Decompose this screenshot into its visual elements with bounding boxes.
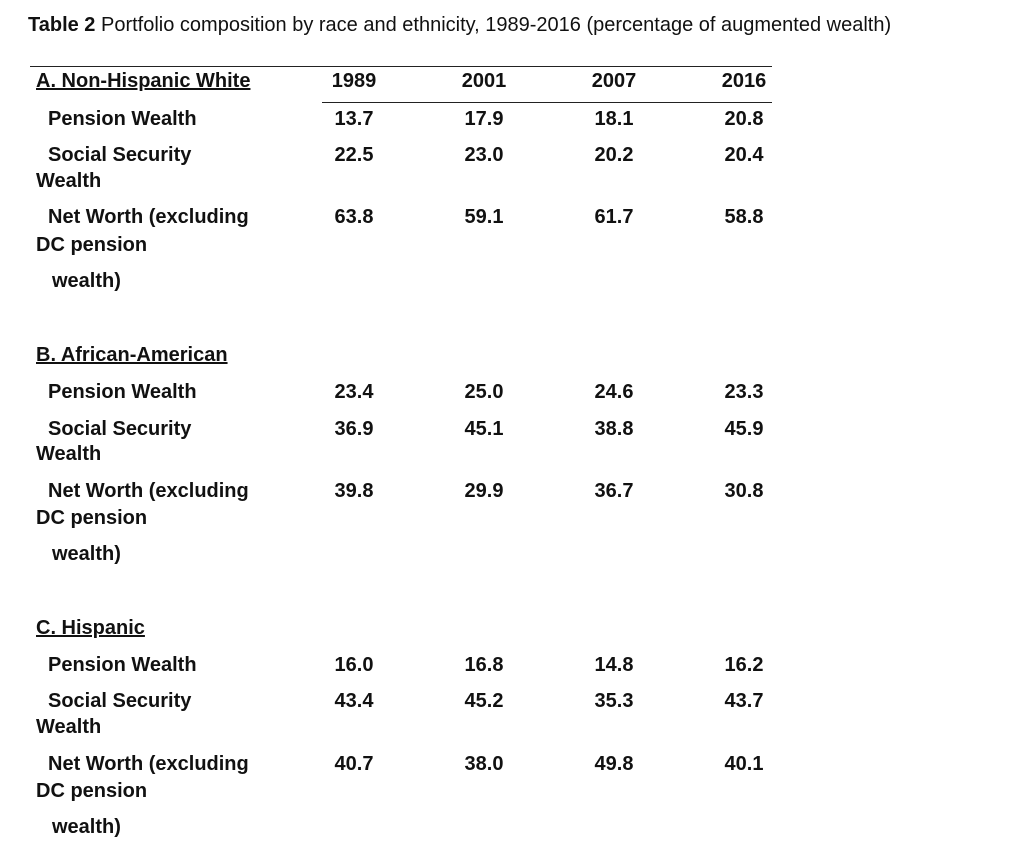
table-cell: 38.8 — [594, 418, 634, 440]
table-caption: Table 2 Portfolio composition by race an… — [28, 14, 891, 37]
table-cell: 16.2 — [724, 654, 764, 676]
table-cell: 58.8 — [724, 206, 764, 228]
table-cell: 22.5 — [334, 144, 374, 166]
table-cell: 24.6 — [594, 381, 634, 403]
caption-label: Table 2 — [28, 14, 96, 36]
header-rule — [322, 102, 772, 103]
year-header: 2016 — [721, 70, 767, 92]
table-cell: 36.9 — [334, 418, 374, 440]
table-cell: 18.1 — [594, 108, 634, 130]
table-cell: 43.4 — [334, 690, 374, 712]
table-cell: 14.8 — [594, 654, 634, 676]
section-title: C. Hispanic — [36, 617, 145, 639]
table-cell: 59.1 — [464, 206, 504, 228]
year-header: 2001 — [461, 70, 507, 92]
table-cell: 16.0 — [334, 654, 374, 676]
row-label: wealth) — [52, 270, 121, 292]
table-cell: 49.8 — [594, 753, 634, 775]
caption-text: Portfolio composition by race and ethnic… — [101, 14, 892, 36]
table-cell: 23.3 — [724, 381, 764, 403]
row-label: wealth) — [52, 543, 121, 565]
year-header: 1989 — [331, 70, 377, 92]
row-label: DC pension — [36, 507, 148, 529]
row-label: Net Worth (excluding — [48, 753, 249, 775]
table-cell: 20.2 — [594, 144, 634, 166]
row-label: wealth) — [52, 816, 121, 838]
row-label: Wealth — [36, 716, 102, 738]
section-title: B. African-American — [36, 344, 228, 366]
row-label: DC pension — [36, 234, 148, 256]
table-cell: 40.7 — [334, 753, 374, 775]
table-cell: 45.2 — [464, 690, 504, 712]
table-cell: 16.8 — [464, 654, 504, 676]
table-cell: 45.1 — [464, 418, 504, 440]
table-cell: 39.8 — [334, 480, 374, 502]
year-header: 2007 — [591, 70, 637, 92]
row-label: Social Security — [48, 690, 192, 712]
row-label: DC pension — [36, 780, 148, 802]
table-cell: 23.0 — [464, 144, 504, 166]
section-title: A. Non-Hispanic White — [36, 70, 251, 92]
row-label: Net Worth (excluding — [48, 480, 249, 502]
table-cell: 38.0 — [464, 753, 504, 775]
table-cell: 25.0 — [464, 381, 504, 403]
table-cell: 17.9 — [464, 108, 504, 130]
row-label: Net Worth (excluding — [48, 206, 249, 228]
table-cell: 61.7 — [594, 206, 634, 228]
row-label: Pension Wealth — [48, 654, 197, 676]
table-cell: 43.7 — [724, 690, 764, 712]
table-cell: 13.7 — [334, 108, 374, 130]
table-cell: 23.4 — [334, 381, 374, 403]
table-cell: 35.3 — [594, 690, 634, 712]
table-cell: 40.1 — [724, 753, 764, 775]
top-rule — [30, 66, 772, 67]
table-cell: 29.9 — [464, 480, 504, 502]
table-cell: 63.8 — [334, 206, 374, 228]
row-label: Wealth — [36, 170, 102, 192]
table-cell: 20.4 — [724, 144, 764, 166]
table-cell: 20.8 — [724, 108, 764, 130]
row-label: Pension Wealth — [48, 108, 197, 130]
row-label: Pension Wealth — [48, 381, 197, 403]
table-cell: 36.7 — [594, 480, 634, 502]
row-label: Social Security — [48, 144, 192, 166]
row-label: Social Security — [48, 418, 192, 440]
table-cell: 45.9 — [724, 418, 764, 440]
row-label: Wealth — [36, 443, 102, 465]
table-cell: 30.8 — [724, 480, 764, 502]
